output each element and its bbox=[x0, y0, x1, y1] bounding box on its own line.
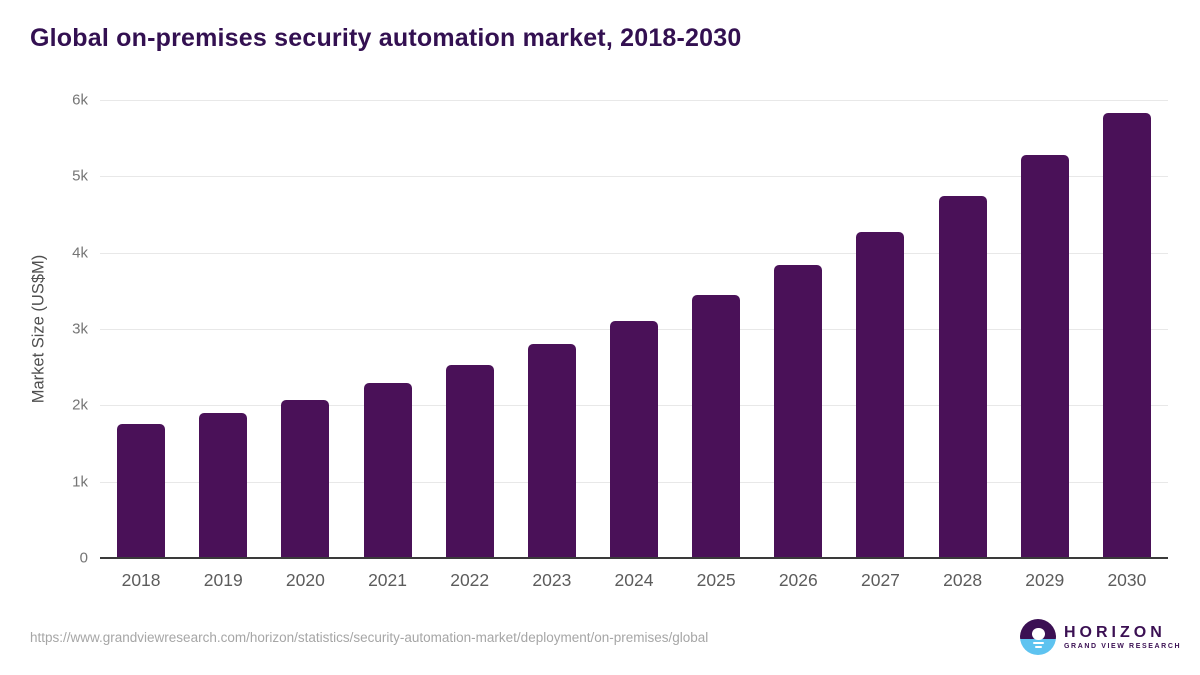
bar-2026 bbox=[774, 265, 823, 558]
x-tick-label-2022: 2022 bbox=[450, 570, 490, 590]
logo-reflection-line bbox=[1035, 645, 1042, 648]
logo-subbrand: GRAND VIEW RESEARCH bbox=[1064, 643, 1182, 651]
logo-text: HORIZON GRAND VIEW RESEARCH bbox=[1064, 624, 1181, 651]
gridline-4k bbox=[100, 252, 1168, 254]
chart-title: Global on-premises security automation m… bbox=[30, 24, 742, 52]
bar-2018 bbox=[117, 424, 166, 558]
x-tick-label-2021: 2021 bbox=[368, 570, 407, 590]
source-url: https://www.grandviewresearch.com/horizo… bbox=[30, 630, 709, 645]
x-tick-label-2019: 2019 bbox=[203, 570, 243, 590]
x-tick-label-2018: 2018 bbox=[121, 570, 161, 590]
bar-2029 bbox=[1020, 155, 1069, 558]
logo-sun-icon bbox=[1032, 627, 1045, 640]
bar-2023 bbox=[527, 344, 576, 558]
x-tick-label-2028: 2028 bbox=[943, 570, 983, 590]
x-tick-label-2025: 2025 bbox=[696, 570, 736, 590]
x-tick-label-2023: 2023 bbox=[532, 570, 572, 590]
bar-2019 bbox=[199, 412, 248, 558]
bar-2027 bbox=[856, 231, 905, 558]
x-tick-label-2029: 2029 bbox=[1025, 570, 1065, 590]
horizon-logo-icon bbox=[1020, 619, 1056, 655]
y-tick-label-3k: 3k bbox=[72, 320, 88, 338]
x-tick-label-2026: 2026 bbox=[778, 570, 818, 590]
bar-2022 bbox=[445, 364, 494, 558]
y-tick-label-2k: 2k bbox=[72, 396, 88, 414]
bar-2021 bbox=[363, 383, 412, 558]
x-axis-line bbox=[100, 557, 1168, 559]
bar-2030 bbox=[1102, 112, 1151, 558]
y-tick-label-0: 0 bbox=[79, 549, 88, 567]
horizon-logo: HORIZON GRAND VIEW RESEARCH bbox=[1020, 619, 1181, 655]
y-tick-label-6k: 6k bbox=[72, 91, 88, 109]
x-tick-label-2024: 2024 bbox=[614, 570, 654, 590]
x-tick-label-2027: 2027 bbox=[860, 570, 900, 590]
x-tick-label-2020: 2020 bbox=[285, 570, 325, 590]
logo-reflection-line bbox=[1033, 641, 1044, 644]
bar-2028 bbox=[938, 195, 987, 558]
x-tick-label-2030: 2030 bbox=[1107, 570, 1147, 590]
logo-brand: HORIZON bbox=[1064, 623, 1166, 641]
y-tick-label-1k: 1k bbox=[72, 473, 88, 491]
bar-2020 bbox=[281, 400, 330, 558]
bar-2024 bbox=[610, 320, 658, 558]
gridline-5k bbox=[100, 176, 1168, 178]
y-tick-label-4k: 4k bbox=[72, 244, 88, 262]
y-tick-label-5k: 5k bbox=[72, 167, 88, 185]
bar-2025 bbox=[692, 295, 741, 558]
gridline-6k bbox=[100, 100, 1168, 101]
